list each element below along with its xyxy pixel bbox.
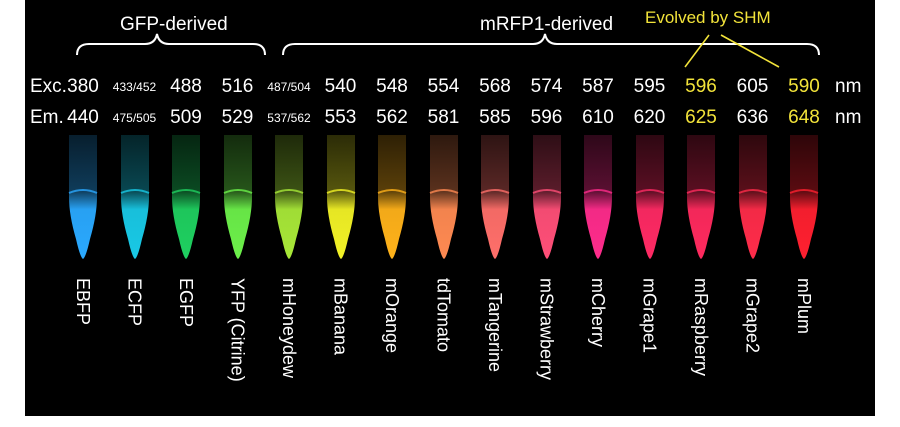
fluorescent-tube xyxy=(736,135,770,265)
excitation-value: 380 xyxy=(67,76,99,97)
excitation-value: 488 xyxy=(170,76,202,97)
protein-name: mPlum xyxy=(794,278,814,335)
protein-name: mTangerine xyxy=(485,278,505,373)
protein-name: mBanana xyxy=(330,278,351,356)
emission-value: 636 xyxy=(736,107,769,128)
excitation-value: 595 xyxy=(633,76,666,97)
excitation-value: 433/452 xyxy=(112,80,157,94)
excitation-value: 574 xyxy=(530,76,563,97)
emission-value: 537/562 xyxy=(267,111,311,125)
fluorescent-tube xyxy=(118,135,152,265)
protein-name: tdTomato xyxy=(433,278,454,353)
mrfp-group-label: mRFP1-derived xyxy=(480,14,614,35)
excitation-value: 548 xyxy=(376,76,408,97)
excitation-value: 587 xyxy=(582,76,614,97)
emission-value: 625 xyxy=(685,107,717,128)
protein-name: YFP (Citrine) xyxy=(227,278,248,382)
emission-value: 529 xyxy=(221,107,254,128)
mrfp-bracket xyxy=(282,33,820,56)
emission-value: 440 xyxy=(67,107,99,128)
fluorescent-tube xyxy=(272,135,306,265)
emission-row-label: Em. xyxy=(30,107,64,128)
excitation-value: 590 xyxy=(788,76,820,97)
fluorescent-tube xyxy=(66,135,100,265)
excitation-value: 516 xyxy=(221,76,254,97)
protein-name: mRaspberry xyxy=(691,278,711,377)
figure-panel: GFP-derived mRFP1-derived Evolved by SHM… xyxy=(25,0,875,416)
fluorescent-tube xyxy=(787,135,821,265)
protein-name: mCherry xyxy=(588,278,608,348)
group-brackets xyxy=(76,33,820,68)
fluorescent-tube xyxy=(427,135,461,265)
protein-name: mOrange xyxy=(382,278,402,354)
excitation-row-label: Exc. xyxy=(30,76,67,97)
protein-name: mStrawberry xyxy=(536,278,557,381)
fluorescent-tube xyxy=(633,135,667,265)
shm-label: Evolved by SHM xyxy=(645,8,771,27)
excitation-unit: nm xyxy=(835,76,862,97)
fluorescent-tube xyxy=(530,135,564,265)
emission-unit: nm xyxy=(835,107,862,128)
protein-name: mHoneydew xyxy=(279,278,299,379)
fluorescent-tube xyxy=(684,135,718,265)
excitation-value: 596 xyxy=(685,76,717,97)
emission-value: 581 xyxy=(427,107,460,128)
emission-value: 562 xyxy=(376,107,408,128)
fluorescent-tube xyxy=(478,135,512,265)
excitation-value: 540 xyxy=(324,76,357,97)
emission-value: 610 xyxy=(582,107,614,128)
protein-name: ECFP xyxy=(124,278,145,327)
shm-pointer-right xyxy=(720,34,780,68)
emission-value: 475/505 xyxy=(112,111,157,125)
emission-value: 620 xyxy=(633,107,666,128)
shm-pointer-left xyxy=(684,34,710,68)
fluorescent-tube xyxy=(375,135,409,265)
excitation-value: 554 xyxy=(427,76,460,97)
fluorescent-tube xyxy=(169,135,203,265)
excitation-value: 487/504 xyxy=(267,80,311,94)
gfp-group-label: GFP-derived xyxy=(120,14,228,35)
protein-name: EGFP xyxy=(176,278,196,328)
protein-name: mGrape1 xyxy=(639,278,660,354)
emission-value: 585 xyxy=(479,107,511,128)
excitation-value: 568 xyxy=(479,76,511,97)
fluorescent-tube xyxy=(581,135,615,265)
protein-name: EBFP xyxy=(73,278,93,326)
protein-name: mGrape2 xyxy=(742,278,763,354)
excitation-value: 605 xyxy=(736,76,769,97)
emission-value: 648 xyxy=(788,107,820,128)
fluorescent-tube xyxy=(324,135,358,265)
gfp-bracket xyxy=(76,33,266,56)
emission-value: 553 xyxy=(324,107,357,128)
emission-value: 596 xyxy=(530,107,563,128)
emission-value: 509 xyxy=(170,107,202,128)
fluorescent-tube xyxy=(221,135,255,265)
